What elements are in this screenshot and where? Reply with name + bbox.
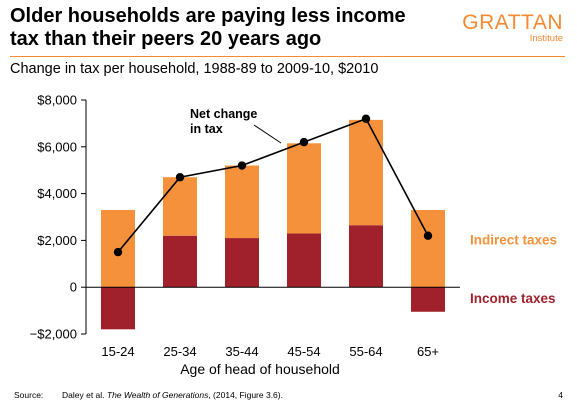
legend-income-taxes: Income taxes — [470, 291, 556, 306]
chart-subtitle: Change in tax per household, 1988-89 to … — [10, 61, 379, 77]
bar-indirect-65+ — [411, 209, 445, 288]
title-line-2: tax than their peers 20 years ago — [10, 28, 322, 50]
bar-income-15-24 — [101, 287, 135, 330]
bar-indirect-55-64 — [349, 119, 383, 226]
bar-income-35-44 — [225, 238, 259, 288]
page-number: 4 — [558, 390, 563, 400]
y-tick-label-2: $2,000 — [37, 233, 77, 248]
y-tick-label-1: 0 — [70, 280, 77, 295]
stacked-bar-chart: 15-24 25-34 35-44 45-54 55-64 65+ −$2,000 0 $2,0… — [30, 93, 557, 378]
net-change-point-15-24 — [113, 247, 123, 257]
x-axis-title: Age of head of household — [180, 361, 340, 377]
logo-word: GRATTAN — [462, 11, 563, 34]
x-tick-label-25-34: 25-34 — [163, 344, 196, 359]
x-tick-label-15-24: 15-24 — [101, 344, 134, 359]
title-divider — [10, 56, 565, 57]
net-change-point-25-34 — [175, 173, 185, 182]
bar-indirect-25-34 — [163, 177, 197, 236]
source-detail: , (2014, Figure 3.6). — [208, 390, 283, 400]
chart-title: Older households are paying less income … — [10, 5, 430, 51]
annotation-net-change-line1: Net change — [190, 107, 257, 121]
logo-sub: Institute — [529, 33, 563, 44]
bar-income-65+ — [411, 287, 445, 312]
source-title: The Wealth of Generations — [106, 390, 209, 400]
annotation-net-change-line2: in tax — [190, 122, 223, 136]
annotation-leader-line — [253, 124, 282, 144]
bar-indirect-45-54 — [287, 143, 321, 234]
net-change-point-65+ — [423, 231, 433, 240]
source-authors: Daley et al. — [62, 390, 107, 400]
x-tick-label-65+: 65+ — [417, 344, 439, 359]
y-tick-label-0: −$2,000 — [30, 327, 77, 342]
legend-indirect-taxes: Indirect taxes — [470, 232, 557, 247]
y-tick-label-5: $8,000 — [37, 93, 77, 108]
x-tick-label-45-54: 45-54 — [287, 344, 320, 359]
net-change-point-55-64 — [361, 114, 371, 123]
bar-income-45-54 — [287, 233, 321, 288]
x-tick-label-55-64: 55-64 — [349, 344, 382, 359]
net-change-point-45-54 — [299, 137, 309, 147]
grattan-logo: GRATTAN Institute — [462, 11, 563, 45]
y-tick-label-4: $6,000 — [37, 139, 77, 154]
bar-income-25-34 — [163, 235, 197, 288]
source-note: Source: Daley et al. The Wealth of Genera… — [14, 390, 283, 400]
bar-indirect-35-44 — [225, 165, 259, 239]
title-line-1: Older households are paying less income — [10, 5, 406, 27]
source-label: Source: — [14, 390, 44, 400]
bar-income-55-64 — [349, 225, 383, 288]
x-tick-label-35-44: 35-44 — [225, 344, 258, 359]
y-tick-label-3: $4,000 — [37, 186, 77, 201]
net-change-line — [117, 117, 429, 253]
net-change-point-35-44 — [237, 161, 247, 170]
